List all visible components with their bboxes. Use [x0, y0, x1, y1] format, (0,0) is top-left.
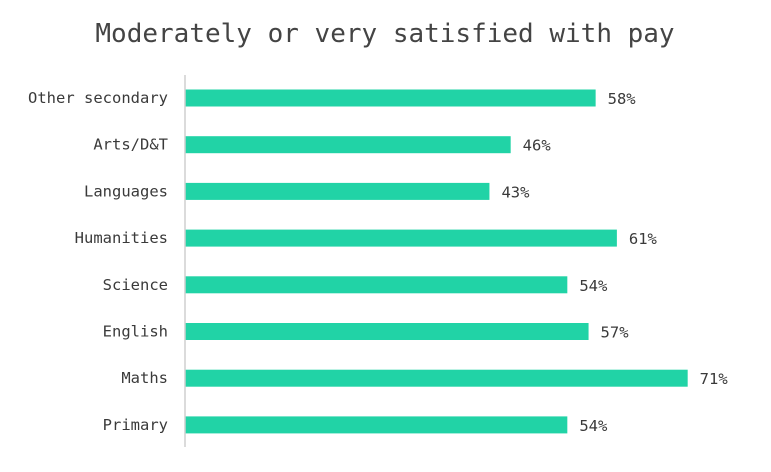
value-label: 46%	[523, 137, 552, 155]
value-label: 61%	[629, 230, 658, 248]
bar	[185, 369, 688, 387]
bar	[185, 182, 490, 200]
chart-title: Moderately or very satisfied with pay	[95, 19, 674, 49]
bar	[185, 89, 596, 107]
category-label: Maths	[121, 369, 168, 387]
value-label: 43%	[501, 183, 530, 201]
category-label: Arts/D&T	[93, 136, 168, 154]
bar	[185, 416, 568, 434]
value-label: 58%	[608, 90, 637, 108]
value-label: 54%	[579, 417, 608, 435]
bars-layer: Other secondary 58% Arts/D&T 46% Languages 43…	[28, 89, 728, 435]
category-label: Primary	[103, 416, 168, 434]
bar	[185, 229, 617, 247]
value-label: 54%	[579, 277, 608, 295]
category-label: Other secondary	[28, 89, 168, 107]
category-label: Science	[103, 276, 168, 294]
bar	[185, 276, 568, 294]
value-label: 71%	[700, 370, 729, 388]
bar	[185, 136, 511, 154]
category-label: English	[103, 323, 168, 341]
category-label: Languages	[84, 182, 168, 200]
bar	[185, 323, 589, 340]
category-label: Humanities	[75, 229, 168, 247]
value-label: 57%	[601, 324, 630, 342]
